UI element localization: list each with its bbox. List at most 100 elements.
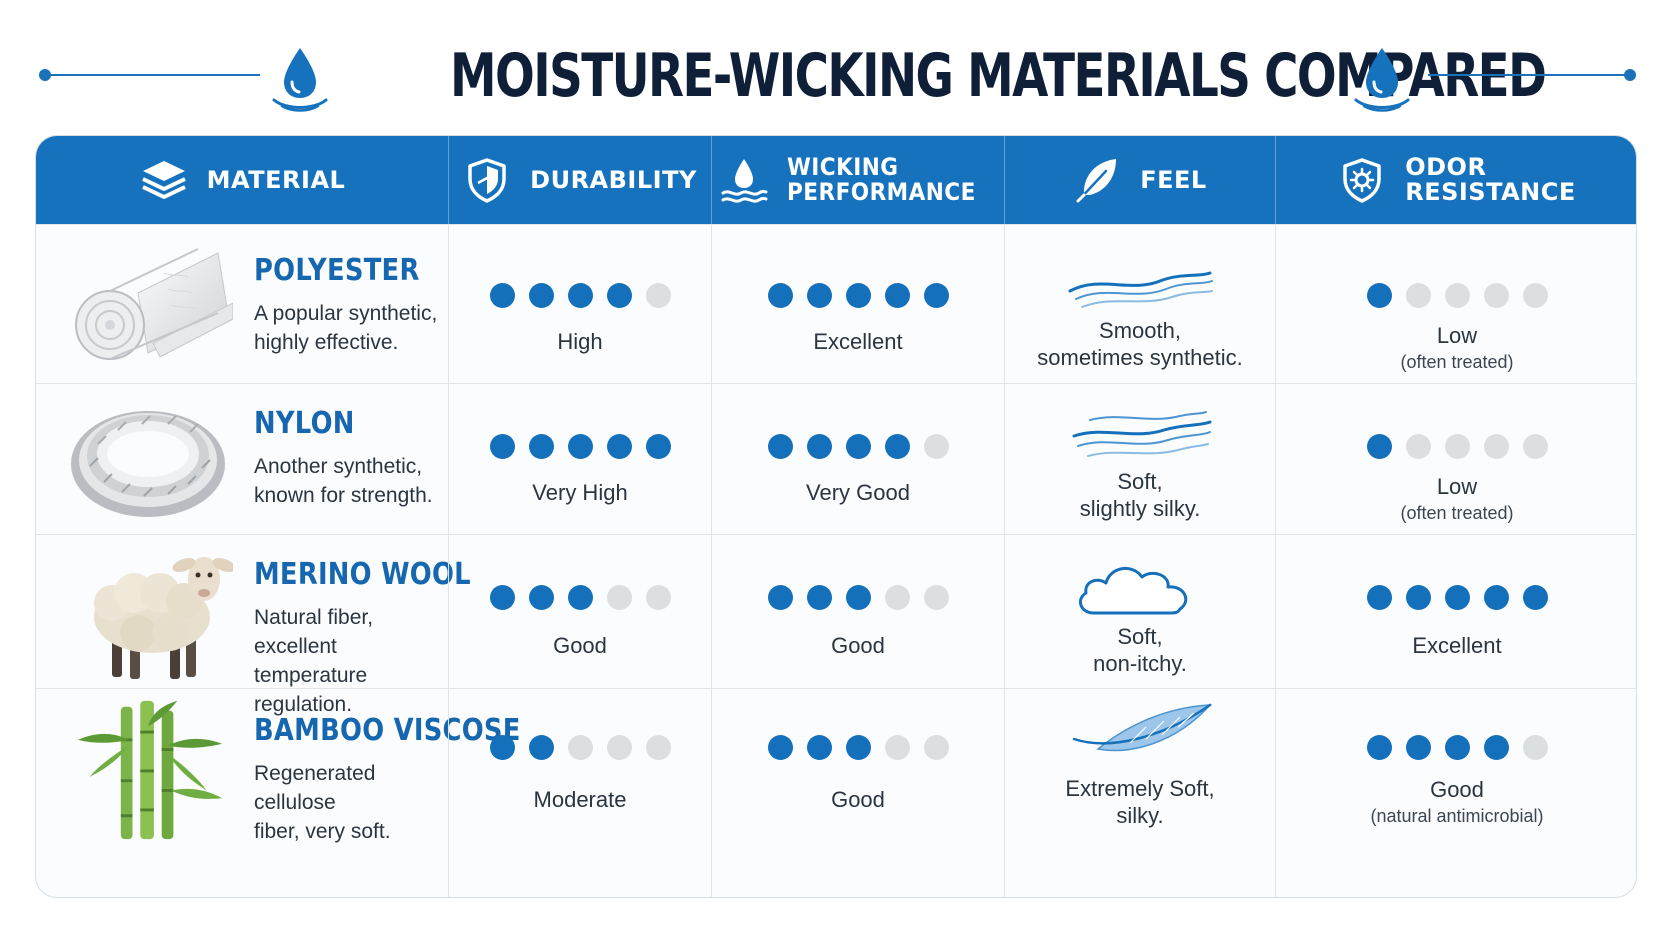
feel-text: Soft, slightly silky. (1079, 469, 1201, 521)
rating-dot-empty (1522, 283, 1548, 308)
feel-text: Smooth, sometimes synthetic. (1037, 318, 1243, 370)
wicking-rating (712, 735, 1004, 760)
wicking-cell: Excellent (711, 225, 1004, 383)
rating-dot-filled (1366, 585, 1392, 610)
bamboo-image (77, 700, 223, 840)
wicking-cell: Very Good (711, 384, 1004, 534)
rating-dot-empty (923, 585, 949, 610)
rating-dot-filled (528, 283, 554, 308)
durability-label: Very High (532, 480, 628, 505)
rating-dot-empty (1444, 283, 1470, 308)
comparison-table: MATERIAL DURABILITY WICKING PERFORMANCE (35, 135, 1637, 898)
rating-dot-empty (1522, 434, 1548, 459)
rope-coil-image (71, 411, 225, 517)
wicking-label: Good (831, 787, 885, 812)
rating-dot-empty (1483, 434, 1509, 459)
durability-rating (449, 585, 711, 610)
rating-dot-filled (845, 283, 871, 308)
rating-dot-filled (767, 283, 793, 308)
silky-waves-icon (1072, 411, 1212, 457)
material-name: POLYESTER (254, 253, 420, 288)
rating-dot-filled (767, 434, 793, 459)
rating-dot-filled (528, 585, 554, 610)
header-wicking: WICKING PERFORMANCE (711, 136, 1004, 224)
rating-dot-filled (489, 434, 515, 459)
material-cell: NYLON Another synthetic, known for stren… (36, 384, 448, 534)
rating-dot-filled (528, 735, 554, 760)
rating-dot-filled (884, 283, 910, 308)
rating-dot-empty (1444, 434, 1470, 459)
feel-text: Soft, non-itchy. (1093, 624, 1187, 676)
header-durability-label: DURABILITY (530, 165, 697, 194)
wicking-label: Very Good (806, 480, 910, 505)
rating-dot-empty (1483, 283, 1509, 308)
header-feel-label: FEEL (1140, 165, 1207, 194)
table-row: NYLON Another synthetic, known for stren… (36, 383, 1636, 534)
rating-dot-filled (1366, 434, 1392, 459)
feel-cell: Extremely Soft, silky. (1004, 689, 1275, 897)
rating-dot-empty (645, 585, 671, 610)
wicking-rating (712, 585, 1004, 610)
water-drop-icon (272, 48, 328, 112)
header-feel: FEEL (1004, 136, 1275, 224)
material-name: NYLON (254, 406, 355, 441)
odor-cell: Good (natural antimicrobial) (1275, 689, 1636, 897)
rating-dot-empty (923, 434, 949, 459)
odor-rating (1276, 735, 1636, 760)
durability-cell: Very High (448, 384, 711, 534)
rating-dot-empty (884, 585, 910, 610)
header-odor-label: ODOR RESISTANCE (1405, 153, 1576, 206)
rating-dot-filled (528, 434, 554, 459)
rating-dot-filled (1405, 585, 1431, 610)
odor-cell: Low (often treated) (1275, 225, 1636, 383)
wicking-rating (712, 434, 1004, 459)
rating-dot-filled (1483, 585, 1509, 610)
title-rule-left (45, 74, 260, 76)
rating-dot-filled (767, 735, 793, 760)
material-description: A popular synthetic, highly effective. (254, 302, 438, 354)
material-cell: POLYESTER A popular synthetic, highly ef… (36, 225, 448, 383)
feel-cell: Soft, slightly silky. (1004, 384, 1275, 534)
rating-dot-filled (1366, 283, 1392, 308)
header-odor: ODOR RESISTANCE (1275, 136, 1636, 224)
rating-dot-filled (884, 434, 910, 459)
rating-dot-filled (1366, 735, 1392, 760)
title-rule-dot-left (39, 69, 51, 81)
rating-dot-empty (606, 585, 632, 610)
header-material-label: MATERIAL (206, 165, 346, 194)
table-row: BAMBOO VISCOSE Regenerated cellulose fib… (36, 688, 1636, 897)
odor-note: (natural antimicrobial) (1370, 806, 1544, 826)
rating-dot-filled (845, 585, 871, 610)
water-drop-waves-icon (721, 159, 768, 203)
rating-dot-filled (1444, 735, 1470, 760)
sheep-image (94, 557, 233, 679)
odor-label-text: Low (1436, 323, 1478, 348)
rating-dot-filled (1483, 735, 1509, 760)
wicking-cell: Good (711, 689, 1004, 897)
rating-dot-filled (806, 735, 832, 760)
odor-rating (1276, 283, 1636, 308)
rating-dot-empty (1405, 283, 1431, 308)
rating-dot-empty (1405, 434, 1431, 459)
durability-rating (449, 434, 711, 459)
feel-cell: Soft, non-itchy. (1004, 535, 1275, 688)
title-rule-dot-right (1624, 69, 1636, 81)
wicking-label: Excellent (813, 329, 903, 354)
table-header: MATERIAL DURABILITY WICKING PERFORMANCE (36, 136, 1636, 224)
odor-label-text: Excellent (1412, 633, 1502, 658)
rating-dot-empty (1522, 735, 1548, 760)
rating-dot-filled (1522, 585, 1548, 610)
rating-dot-empty (567, 735, 593, 760)
material-name: BAMBOO VISCOSE (254, 713, 521, 748)
odor-label-text: Good (1430, 777, 1484, 802)
layers-icon (141, 161, 186, 199)
feel-text: Extremely Soft, silky. (1065, 776, 1215, 828)
durability-cell: High (448, 225, 711, 383)
odor-label: Excellent (1276, 633, 1636, 659)
feather-icon (1072, 703, 1212, 752)
rating-dot-filled (606, 283, 632, 308)
rating-dot-filled (645, 434, 671, 459)
wicking-rating (712, 283, 1004, 308)
durability-rating (449, 283, 711, 308)
odor-label-text: Low (1436, 474, 1478, 499)
